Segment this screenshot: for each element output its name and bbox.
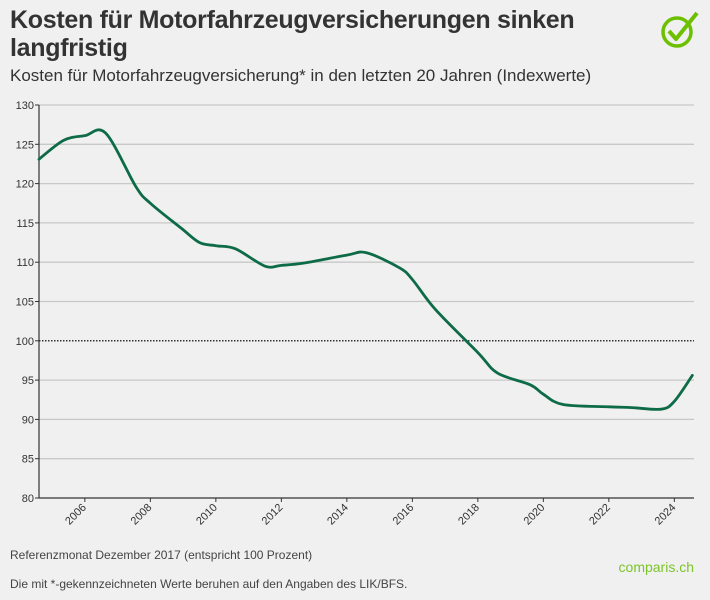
x-tick-label: 2012 [260, 502, 286, 528]
x-tick-label: 2010 [194, 502, 220, 528]
chart-subtitle: Kosten für Motorfahrzeugversicherung* in… [10, 66, 592, 85]
brand-logo-text: comparis.ch [618, 559, 694, 575]
y-tick-label: 80 [22, 493, 34, 505]
y-tick-label: 105 [16, 297, 34, 309]
y-tick-label: 115 [16, 218, 34, 230]
y-tick-label: 100 [16, 336, 34, 348]
x-tick-label: 2016 [391, 502, 417, 528]
check-circle-icon [660, 10, 700, 55]
line-chart: 80 85 90 95 100 105 110 115 120 125 130 2006 2008 201… [16, 100, 694, 528]
x-tick-label: 2020 [522, 502, 548, 528]
y-tick-label: 90 [22, 414, 34, 426]
y-tick-label: 130 [16, 100, 34, 112]
source-note: Die mit *-gekennzeichneten Werte beruhen… [10, 577, 408, 591]
x-tick-label: 2022 [587, 502, 613, 528]
index-series-line [37, 128, 694, 411]
x-tick-label: 2018 [456, 502, 482, 528]
y-tick-label: 95 [22, 375, 34, 387]
y-tick-label: 85 [22, 454, 34, 466]
x-tick-label: 2008 [129, 502, 155, 528]
x-tick-label: 2006 [63, 502, 89, 528]
x-tick-label: 2024 [653, 502, 679, 528]
y-tick-label: 120 [16, 179, 34, 191]
chart-title: Kosten für Motorfahrzeugversicherungen s… [10, 6, 575, 62]
reference-note: Referenzmonat Dezember 2017 (entspricht … [10, 548, 313, 562]
x-tick-label: 2014 [325, 502, 351, 528]
y-tick-label: 110 [16, 257, 34, 269]
y-tick-label: 125 [16, 139, 34, 151]
